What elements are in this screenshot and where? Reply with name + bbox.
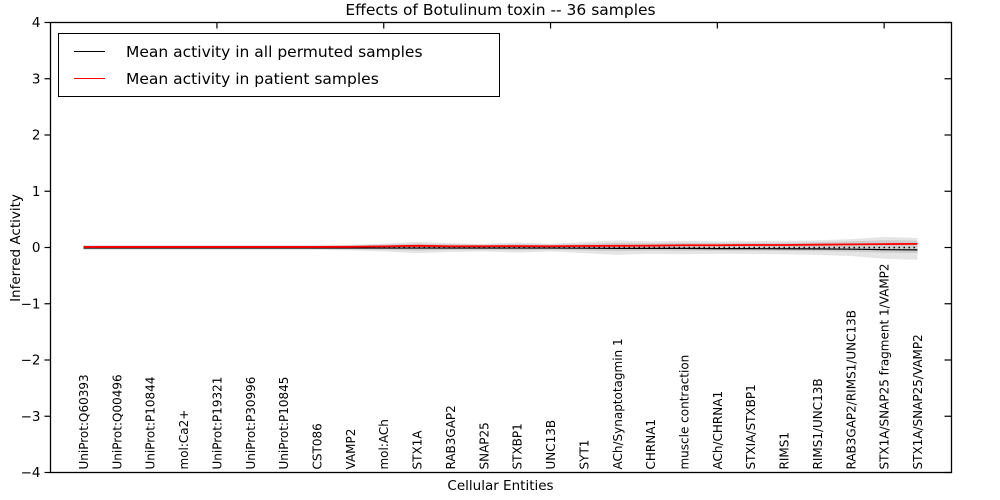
x-tick-label: UniProt:P10845 [277,377,291,470]
x-tick-label: SNAP25 [477,422,491,469]
legend-line-sample-red [74,78,105,79]
x-tick-label: STX1A/SNAP25 fragment 1/VAMP2 [878,263,892,469]
x-tick-label: CHRNA1 [644,419,658,470]
x-tick-label: RAB3GAP2 [444,405,458,469]
legend-item-patient: Mean activity in patient samples [74,66,499,92]
y-tick-label: 3 [32,71,41,87]
y-tick-label: 2 [32,128,41,144]
x-tick-label: ACh/CHRNA1 [711,391,725,470]
x-tick-label: STX1A/SNAP25/VAMP2 [911,334,925,469]
x-tick-label: RIMS1/UNC13B [811,378,825,469]
x-tick-label: STXBP1 [511,423,525,469]
chart-title: Effects of Botulinum toxin -- 36 samples [345,1,656,19]
series-line-permuted [83,247,918,251]
x-tick-label: muscle contraction [677,355,691,470]
x-tick-label: CST086 [311,423,325,469]
x-tick-label: SYT1 [577,440,591,470]
x-tick-label: UniProt:P30996 [244,377,258,470]
x-tick-label: mol:Ca2+ [177,410,191,470]
legend-item-label: Mean activity in patient samples [126,69,379,88]
y-tick-label: 4 [32,15,41,31]
series-line-patient [83,242,918,248]
x-tick-label: VAMP2 [344,429,358,470]
y-tick-label: 0 [32,240,41,256]
y-tick-label: −3 [21,409,41,425]
x-tick-label: RIMS1 [778,432,792,469]
x-tick-label: UniProt:Q60393 [77,374,91,469]
y-tick-label: −1 [21,296,41,312]
legend-item-label: Mean activity in all permuted samples [126,42,423,61]
x-tick-label: UNC13B [544,420,558,470]
y-tick-label: −2 [21,353,41,369]
y-tick-label: −4 [21,465,41,481]
x-tick-label: UniProt:P10844 [144,377,158,470]
x-tick-label: ACh/Synaptotagmin 1 [611,338,625,469]
x-tick-label: mol:ACh [377,419,391,469]
y-axis-label: Inferred Activity [8,194,24,302]
legend: Mean activity in all permuted samples Me… [58,33,500,97]
legend-line-sample-black [74,51,105,52]
x-tick-label: STX1A [411,430,425,470]
x-axis-label: Cellular Entities [447,478,554,494]
x-tick-label: RAB3GAP2/RIMS1/UNC13B [844,310,858,470]
x-tick-label: UniProt:Q00496 [110,374,124,469]
y-tick-label: 1 [32,184,41,200]
x-tick-label: STXIA/STXBP1 [744,384,758,469]
legend-item-permuted: Mean activity in all permuted samples [74,39,499,65]
x-tick-label: UniProt:P19321 [210,377,224,470]
